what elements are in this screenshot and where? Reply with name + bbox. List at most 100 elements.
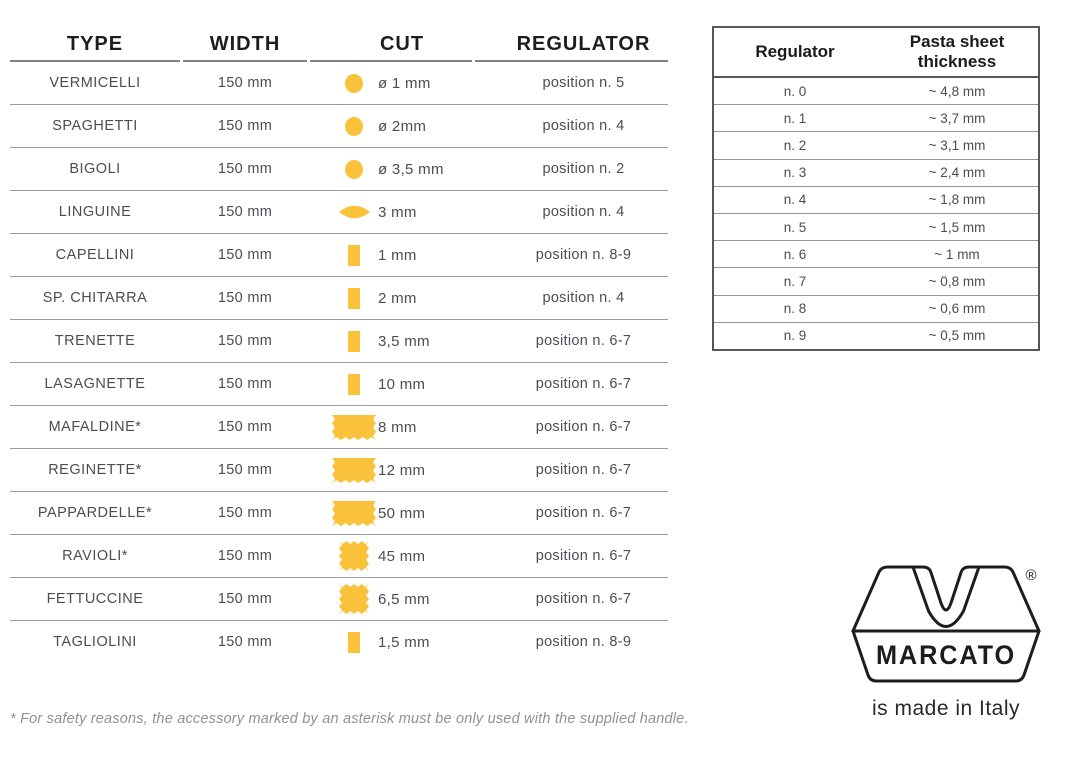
- regulator-table-row: n. 0 ~ 4,8 mm: [714, 78, 1038, 104]
- regulator-position-cell: position n. 4: [542, 204, 625, 220]
- cut-size-label: 50 mm: [378, 504, 426, 522]
- pasta-type-cell: BIGOLI: [69, 161, 121, 177]
- cut-cell: 2 mm: [310, 277, 472, 319]
- regulator-number-cell: n. 7: [783, 273, 807, 289]
- spec-table-row: CAPELLINI 150 mm 1 mm position n. 8-9: [10, 234, 668, 277]
- cut-size-label: 12 mm: [378, 461, 426, 479]
- cut-icon-box: [330, 205, 378, 219]
- regulator-table-row: n. 5 ~ 1,5 mm: [714, 212, 1038, 240]
- flat-cut-icon: [348, 244, 360, 266]
- regulator-number-cell: n. 1: [783, 110, 807, 126]
- width-cell: 150 mm: [217, 290, 273, 306]
- regulator-number-cell: n. 9: [783, 328, 807, 344]
- spec-table-row: REGINETTE* 150 mm 12 mm position n. 6-7: [10, 449, 668, 492]
- circle-cut-icon: [345, 159, 363, 179]
- cut-cell: 8 mm: [310, 406, 472, 448]
- regulator-number-cell: n. 3: [783, 165, 807, 181]
- cut-icon-box: [330, 116, 378, 136]
- width-cell: 150 mm: [217, 247, 273, 263]
- width-cell: 150 mm: [217, 204, 273, 220]
- pasta-type-cell: CAPELLINI: [55, 247, 135, 263]
- width-cell: 150 mm: [217, 118, 273, 134]
- spec-table-row: TRENETTE 150 mm 3,5 mm position n. 6-7: [10, 320, 668, 363]
- spec-table-row: LASAGNETTE 150 mm 10 mm position n. 6-7: [10, 363, 668, 406]
- pasta-type-cell: MAFALDINE*: [48, 419, 142, 435]
- sheet-thickness-cell: ~ 2,4 mm: [928, 165, 986, 181]
- cut-size-label: ø 2mm: [378, 117, 427, 135]
- circle-cut-icon: [345, 116, 363, 136]
- cut-cell: 6,5 mm: [310, 578, 472, 620]
- regulator-table-row: n. 6 ~ 1 mm: [714, 240, 1038, 267]
- cut-size-label: ø 1 mm: [378, 74, 431, 92]
- spec-table-row: MAFALDINE* 150 mm 8 mm position n. 6-7: [10, 406, 668, 449]
- regulator-position-cell: position n. 6-7: [535, 376, 632, 392]
- width-cell: 150 mm: [217, 161, 273, 177]
- cut-icon-box: [330, 73, 378, 93]
- marcato-logo-mark: MARCATO ®: [851, 565, 1041, 683]
- flat-cut-icon: [348, 631, 360, 653]
- pasta-type-cell: LASAGNETTE: [44, 376, 146, 392]
- cut-icon-box: [330, 373, 378, 395]
- safety-footnote: * For safety reasons, the accessory mark…: [10, 711, 689, 727]
- regulator-table-row: n. 7 ~ 0,8 mm: [714, 267, 1038, 294]
- column-header-sheet-thickness: Pasta sheet thickness: [909, 32, 1005, 71]
- logo-tagline: is made in Italy: [871, 697, 1021, 720]
- width-cell: 150 mm: [217, 591, 273, 607]
- sheet-thickness-cell: ~ 0,5 mm: [928, 328, 986, 344]
- regulator-position-cell: position n. 8-9: [535, 634, 632, 650]
- cut-size-label: 1,5 mm: [378, 633, 430, 651]
- cut-icon-box: [330, 541, 378, 571]
- column-header-regulator: REGULATOR: [475, 28, 668, 62]
- regulator-table-row: n. 1 ~ 3,7 mm: [714, 104, 1038, 131]
- cut-cell: 3 mm: [310, 191, 472, 233]
- width-cell: 150 mm: [217, 548, 273, 564]
- cut-icon-box: [330, 500, 378, 526]
- sheet-thickness-cell: ~ 1,5 mm: [928, 219, 986, 235]
- regulator-table-body: n. 0 ~ 4,8 mm n. 1 ~ 3,7 mm n. 2 ~ 3,1 mm n. 3…: [714, 78, 1038, 349]
- pasta-type-cell: TRENETTE: [54, 333, 136, 349]
- cut-icon-box: [330, 584, 378, 614]
- logo-outline-top: [851, 565, 1041, 633]
- width-cell: 150 mm: [217, 505, 273, 521]
- spec-table-header: TYPE WIDTH CUT REGULATOR: [10, 28, 668, 62]
- cut-cell: ø 2mm: [310, 105, 472, 147]
- sheet-thickness-cell: ~ 4,8 mm: [928, 83, 986, 99]
- flat-cut-icon: [348, 330, 360, 352]
- cut-cell: ø 1 mm: [310, 62, 472, 104]
- cut-size-label: 3,5 mm: [378, 332, 430, 350]
- regulator-table-row: n. 3 ~ 2,4 mm: [714, 158, 1038, 186]
- regulator-table: Regulator Pasta sheet thickness n. 0 ~ 4,…: [712, 26, 1040, 351]
- cut-size-label: 8 mm: [378, 418, 417, 436]
- pasta-type-cell: VERMICELLI: [49, 75, 141, 91]
- cut-icon-box: [330, 414, 378, 440]
- width-cell: 150 mm: [217, 75, 273, 91]
- cut-size-label: 3 mm: [378, 203, 417, 221]
- sheet-thickness-cell: ~ 1 mm: [934, 246, 980, 262]
- spec-table-row: PAPPARDELLE* 150 mm 50 mm position n. 6-7: [10, 492, 668, 535]
- cut-cell: 1,5 mm: [310, 621, 472, 663]
- spec-table-row: SPAGHETTI 150 mm ø 2mm position n. 4: [10, 105, 668, 148]
- width-cell: 150 mm: [217, 376, 273, 392]
- pasta-type-cell: SPAGHETTI: [52, 118, 138, 134]
- pasta-type-cell: PAPPARDELLE*: [37, 505, 153, 521]
- sheet-thickness-cell: ~ 0,6 mm: [928, 301, 986, 317]
- width-cell: 150 mm: [217, 419, 273, 435]
- cut-icon-box: [330, 244, 378, 266]
- regulator-position-cell: position n. 6-7: [535, 505, 632, 521]
- cut-icon-box: [330, 159, 378, 179]
- pasta-type-cell: REGINETTE*: [48, 462, 142, 478]
- regulator-position-cell: position n. 6-7: [535, 462, 632, 478]
- spec-table-row: RAVIOLI* 150 mm 45 mm position n. 6-7: [10, 535, 668, 578]
- spec-table-row: TAGLIOLINI 150 mm 1,5 mm position n. 8-9: [10, 621, 668, 663]
- regulator-table-row: n. 2 ~ 3,1 mm: [714, 131, 1038, 158]
- regulator-number-cell: n. 5: [783, 219, 807, 235]
- cut-icon-box: [330, 457, 378, 483]
- cut-size-label: 1 mm: [378, 246, 417, 264]
- pasta-type-cell: SP. CHITARRA: [42, 290, 148, 306]
- zigzag-ribbon-cut-icon: [332, 500, 376, 526]
- regulator-position-cell: position n. 6-7: [535, 548, 632, 564]
- cut-cell: 50 mm: [310, 492, 472, 534]
- regulator-position-cell: position n. 6-7: [535, 591, 632, 607]
- regulator-number-cell: n. 2: [783, 137, 807, 153]
- column-header-type: TYPE: [10, 28, 180, 62]
